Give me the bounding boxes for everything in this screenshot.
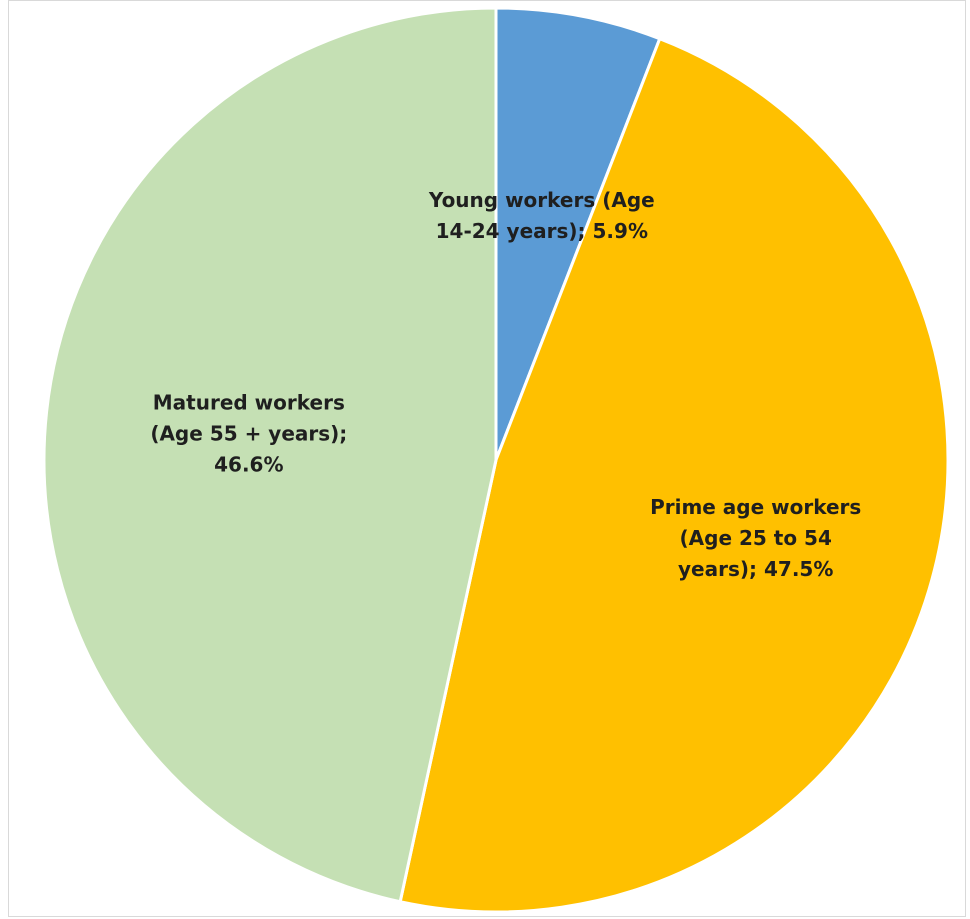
data-label-slice-1: Young workers (Age 14-24 years); 5.9% — [428, 188, 655, 243]
data-label-line: (Age 25 to 54 — [680, 526, 832, 550]
data-label-line: (Age 55 + years); — [150, 421, 347, 445]
data-label-slice-3: Matured workers (Age 55 + years); 46.6% — [150, 390, 347, 476]
data-label-slice-2: Prime age workers (Age 25 to 54 years); 47… — [650, 495, 861, 581]
pie-slices — [42, 6, 950, 914]
pie-slice-2 — [398, 36, 950, 914]
data-label-line: 46.6% — [214, 452, 283, 476]
pie-slice-1 — [494, 6, 662, 461]
data-label-line: Young workers (Age — [428, 188, 655, 212]
data-label-line: Matured workers — [153, 390, 345, 414]
pie-data-labels: Young workers (Age 14-24 years); 5.9% Prim… — [150, 188, 861, 581]
data-label-line: years); 47.5% — [678, 557, 833, 581]
pie-slice-3 — [42, 6, 498, 904]
data-label-line: 14-24 years); 5.9% — [436, 219, 648, 243]
data-label-line: Prime age workers — [650, 495, 861, 519]
